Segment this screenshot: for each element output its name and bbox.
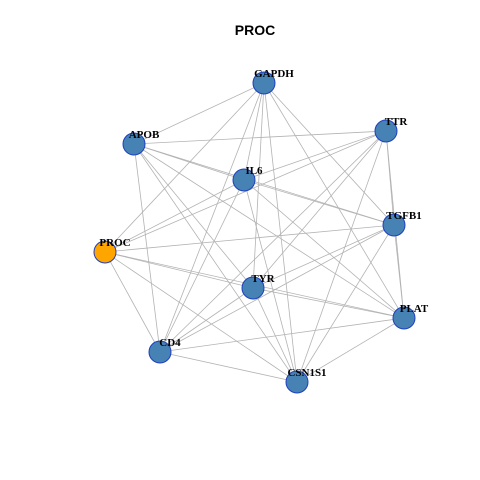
- edge: [252, 224, 395, 289]
- node-label: GAPDH: [254, 68, 294, 80]
- edge: [243, 82, 265, 181]
- edge: [263, 82, 395, 226]
- edge: [252, 287, 298, 383]
- node: [285, 370, 309, 394]
- node: [148, 340, 172, 364]
- edge: [104, 251, 254, 289]
- edge: [133, 143, 405, 319]
- node-label: CSN1S1: [287, 367, 326, 379]
- edge: [159, 179, 245, 353]
- edge: [104, 251, 161, 353]
- node: [93, 240, 117, 264]
- edge: [133, 143, 298, 383]
- node: [241, 276, 265, 300]
- node-label: TGFB1: [386, 210, 421, 222]
- node: [232, 168, 256, 192]
- node-label: PLAT: [400, 303, 429, 315]
- node-label: TYR: [251, 273, 275, 285]
- edge: [243, 179, 298, 383]
- node: [374, 119, 398, 143]
- node-label: PROC: [99, 237, 130, 249]
- edges: [104, 82, 405, 383]
- edge: [296, 130, 387, 383]
- edge: [296, 224, 395, 383]
- node-label: IL6: [245, 165, 263, 177]
- node: [392, 306, 416, 330]
- edge: [104, 179, 245, 253]
- edge: [296, 317, 405, 383]
- edge: [104, 251, 298, 383]
- edge: [104, 224, 395, 253]
- edge: [159, 317, 405, 353]
- edge: [133, 82, 265, 145]
- edge: [159, 351, 298, 383]
- node-label: APOB: [129, 129, 160, 141]
- node-label: CD4: [159, 337, 181, 349]
- edge: [159, 224, 395, 353]
- edge: [133, 130, 387, 145]
- node: [382, 213, 406, 237]
- node-label: TTR: [385, 116, 409, 128]
- edge: [159, 287, 254, 353]
- edge: [243, 179, 405, 319]
- edge: [133, 143, 395, 226]
- edge: [393, 224, 405, 319]
- edge: [159, 82, 265, 353]
- node: [252, 71, 276, 95]
- edge: [243, 179, 395, 226]
- node: [122, 132, 146, 156]
- edge: [104, 82, 265, 253]
- edge: [252, 130, 387, 289]
- edge: [104, 130, 387, 253]
- title: PROC: [235, 22, 275, 38]
- edge: [263, 82, 405, 319]
- edge: [243, 130, 387, 181]
- edge: [133, 143, 254, 289]
- nodes: GAPDH TTR APOB IL6 TGFB1 PROC TYR PLAT CD4 CSN1S1: [93, 68, 429, 394]
- edge: [263, 82, 298, 383]
- edge: [252, 287, 405, 319]
